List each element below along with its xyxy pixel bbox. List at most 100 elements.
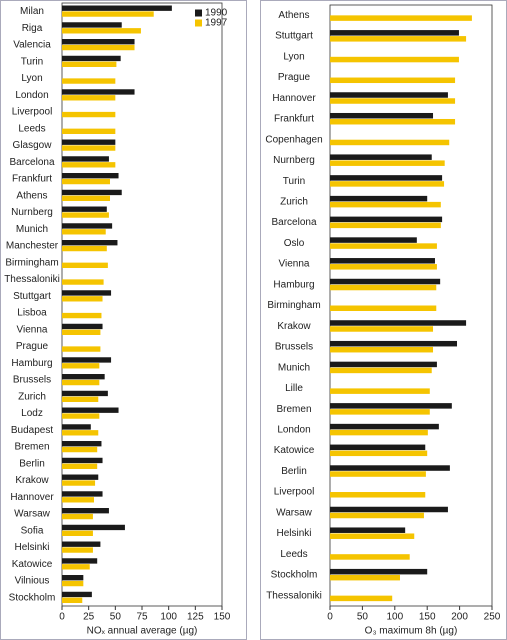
bar bbox=[62, 508, 109, 514]
bar bbox=[62, 441, 102, 447]
bar bbox=[62, 597, 83, 603]
x-tick-label: 125 bbox=[187, 612, 204, 623]
category-label: Zurich bbox=[280, 197, 308, 208]
bar bbox=[62, 513, 93, 520]
category-label: Brussels bbox=[275, 342, 313, 353]
bar bbox=[62, 139, 116, 145]
bar bbox=[62, 156, 109, 162]
category-label: Hamburg bbox=[11, 358, 52, 369]
bar bbox=[62, 89, 135, 95]
bar bbox=[62, 430, 99, 436]
bar bbox=[62, 279, 104, 285]
legend-label: 1990 bbox=[205, 8, 228, 19]
bar bbox=[330, 56, 459, 63]
bar bbox=[330, 258, 435, 264]
category-label: Berlin bbox=[19, 458, 45, 469]
category-label: Helsinki bbox=[14, 542, 49, 553]
category-label: Athens bbox=[278, 10, 309, 21]
category-label: Hannover bbox=[10, 492, 54, 503]
bar bbox=[62, 374, 105, 380]
legend-label: 1997 bbox=[205, 18, 228, 29]
bar bbox=[62, 346, 101, 352]
category-label: Berlin bbox=[281, 466, 307, 477]
category-label: Warsaw bbox=[276, 507, 313, 518]
category-label: Birmingham bbox=[267, 300, 320, 311]
bar bbox=[62, 363, 100, 369]
bar bbox=[62, 206, 107, 212]
bar bbox=[330, 175, 443, 181]
bar bbox=[62, 524, 125, 531]
category-label: Leeds bbox=[18, 123, 45, 134]
bar bbox=[330, 361, 437, 368]
x-tick-label: 25 bbox=[83, 612, 95, 623]
bar bbox=[62, 407, 119, 413]
x-tick-label: 150 bbox=[419, 612, 436, 623]
bar bbox=[62, 329, 101, 335]
bar bbox=[330, 112, 434, 119]
bar bbox=[62, 78, 116, 84]
bar bbox=[330, 284, 437, 291]
category-label: Hannover bbox=[272, 93, 316, 104]
category-label: Liverpool bbox=[12, 107, 53, 118]
bar bbox=[330, 30, 459, 36]
bar bbox=[62, 173, 119, 179]
bar bbox=[330, 139, 450, 146]
bar bbox=[330, 346, 434, 353]
category-label: Stockholm bbox=[9, 592, 56, 603]
category-label: Krakow bbox=[15, 475, 49, 486]
bar bbox=[62, 457, 103, 464]
category-label: Bremen bbox=[276, 404, 311, 415]
bar bbox=[62, 564, 90, 570]
bar bbox=[62, 195, 110, 201]
bar bbox=[62, 530, 93, 536]
bar bbox=[62, 541, 101, 547]
bar bbox=[62, 312, 102, 319]
bar bbox=[62, 591, 92, 598]
bar bbox=[62, 357, 112, 363]
bar bbox=[62, 575, 84, 581]
x-tick-label: 50 bbox=[357, 612, 369, 623]
category-label: Liverpool bbox=[274, 487, 315, 498]
bar bbox=[62, 44, 135, 51]
bar bbox=[330, 320, 467, 326]
bar bbox=[330, 237, 417, 243]
bar bbox=[62, 145, 116, 151]
bar bbox=[62, 178, 110, 185]
bar bbox=[62, 580, 84, 587]
category-label: Barcelona bbox=[271, 217, 316, 228]
category-label: Oslo bbox=[284, 238, 305, 249]
category-label: Lodz bbox=[21, 408, 43, 419]
category-label: Vienna bbox=[17, 324, 48, 335]
bar bbox=[62, 39, 135, 45]
category-label: Turin bbox=[283, 176, 305, 187]
bar bbox=[62, 379, 100, 386]
bar bbox=[330, 409, 430, 415]
category-label: Katowice bbox=[274, 445, 315, 456]
bar bbox=[330, 264, 437, 270]
category-label: Turin bbox=[21, 56, 43, 67]
bar bbox=[330, 568, 428, 575]
category-label: London bbox=[277, 424, 310, 435]
category-label: Frankfurt bbox=[274, 114, 314, 125]
bar bbox=[330, 444, 426, 451]
category-label: Lisboa bbox=[17, 308, 47, 319]
bar bbox=[62, 446, 98, 453]
bar bbox=[62, 162, 116, 168]
bar bbox=[330, 278, 441, 285]
category-label: Stuttgart bbox=[13, 291, 51, 302]
category-label: London bbox=[15, 90, 48, 101]
x-tick-label: 0 bbox=[59, 612, 65, 623]
category-label: Glasgow bbox=[13, 140, 53, 151]
category-label: Prague bbox=[16, 341, 49, 352]
x-axis-title: NOₓ annual average (µg) bbox=[87, 626, 198, 637]
category-label: Munich bbox=[16, 224, 48, 235]
legend-swatch bbox=[195, 19, 202, 27]
category-label: Stuttgart bbox=[275, 31, 313, 42]
x-tick-label: 50 bbox=[110, 612, 122, 623]
bar bbox=[330, 465, 450, 471]
bar bbox=[330, 554, 410, 560]
category-label: Vilnious bbox=[15, 576, 50, 587]
bar bbox=[62, 212, 109, 218]
bar bbox=[62, 11, 154, 17]
category-label: Stockholm bbox=[271, 570, 318, 581]
